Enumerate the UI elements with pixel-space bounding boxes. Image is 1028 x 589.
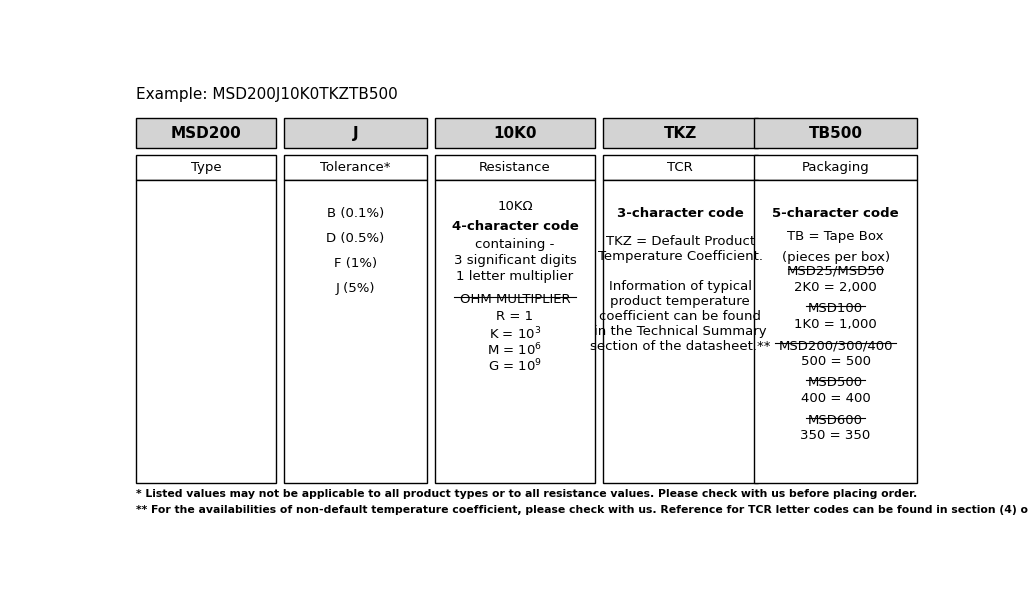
FancyBboxPatch shape: [754, 154, 917, 180]
Text: D (0.5%): D (0.5%): [327, 231, 384, 244]
Text: G = 10$^{9}$: G = 10$^{9}$: [488, 358, 542, 375]
Text: F (1%): F (1%): [334, 257, 377, 270]
Text: ** For the availabilities of non-default temperature coefficient, please check w: ** For the availabilities of non-default…: [137, 505, 1028, 515]
Text: TKZ = Default Product
Temperature Coefficient.: TKZ = Default Product Temperature Coeffi…: [597, 235, 763, 263]
FancyBboxPatch shape: [602, 180, 758, 484]
FancyBboxPatch shape: [602, 118, 758, 148]
Text: (pieces per box): (pieces per box): [781, 251, 889, 264]
Text: Information of typical
product temperature
coefficient can be found
in the Techn: Information of typical product temperatu…: [590, 280, 770, 353]
Text: J: J: [353, 125, 359, 141]
Text: TKZ: TKZ: [664, 125, 697, 141]
Text: 2K0 = 2,000: 2K0 = 2,000: [795, 281, 877, 294]
Text: 400 = 400: 400 = 400: [801, 392, 871, 405]
Text: MSD200: MSD200: [171, 125, 242, 141]
FancyBboxPatch shape: [435, 154, 594, 180]
Text: M = 10$^{6}$: M = 10$^{6}$: [487, 342, 543, 359]
Text: MSD500: MSD500: [808, 376, 864, 389]
Text: TB = Tape Box: TB = Tape Box: [787, 230, 884, 243]
Text: containing -: containing -: [475, 238, 554, 251]
Text: 1 letter multiplier: 1 letter multiplier: [456, 270, 574, 283]
Text: 10K0: 10K0: [493, 125, 537, 141]
Text: TCR: TCR: [667, 161, 693, 174]
Text: Packaging: Packaging: [802, 161, 870, 174]
Text: OHM MULTIPLIER: OHM MULTIPLIER: [460, 293, 571, 306]
Text: R = 1: R = 1: [497, 310, 534, 323]
FancyBboxPatch shape: [284, 154, 428, 180]
Text: B (0.1%): B (0.1%): [327, 207, 384, 220]
FancyBboxPatch shape: [137, 180, 276, 484]
FancyBboxPatch shape: [284, 118, 428, 148]
FancyBboxPatch shape: [137, 118, 276, 148]
Text: 3 significant digits: 3 significant digits: [453, 254, 577, 267]
FancyBboxPatch shape: [284, 180, 428, 484]
Text: Tolerance*: Tolerance*: [321, 161, 391, 174]
Text: 1K0 = 1,000: 1K0 = 1,000: [795, 318, 877, 331]
Text: 500 = 500: 500 = 500: [801, 355, 871, 368]
Text: K = 10$^{3}$: K = 10$^{3}$: [488, 326, 541, 343]
Text: TB500: TB500: [809, 125, 862, 141]
FancyBboxPatch shape: [602, 154, 758, 180]
Text: MSD25/MSD50: MSD25/MSD50: [786, 265, 885, 278]
Text: Type: Type: [191, 161, 221, 174]
Text: 5-character code: 5-character code: [772, 207, 898, 220]
Text: MSD100: MSD100: [808, 302, 864, 315]
Text: MSD600: MSD600: [808, 413, 864, 426]
Text: 10KΩ: 10KΩ: [498, 200, 533, 213]
FancyBboxPatch shape: [754, 180, 917, 484]
FancyBboxPatch shape: [435, 180, 594, 484]
FancyBboxPatch shape: [435, 118, 594, 148]
FancyBboxPatch shape: [137, 154, 276, 180]
Text: * Listed values may not be applicable to all product types or to all resistance : * Listed values may not be applicable to…: [137, 489, 918, 499]
Text: Example: MSD200J10K0TKZTB500: Example: MSD200J10K0TKZTB500: [137, 87, 398, 101]
Text: 3-character code: 3-character code: [617, 207, 743, 220]
Text: 350 = 350: 350 = 350: [801, 429, 871, 442]
Text: J (5%): J (5%): [336, 282, 375, 294]
Text: 4-character code: 4-character code: [451, 220, 579, 233]
Text: Resistance: Resistance: [479, 161, 551, 174]
Text: MSD200/300/400: MSD200/300/400: [778, 339, 893, 352]
FancyBboxPatch shape: [754, 118, 917, 148]
